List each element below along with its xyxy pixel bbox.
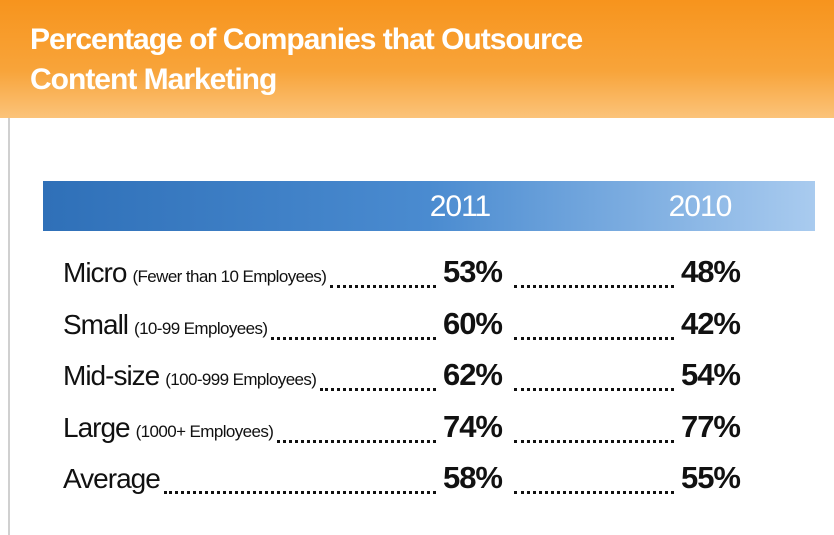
leader-dots xyxy=(271,336,436,340)
row-label: Mid-size xyxy=(63,360,160,391)
title: Percentage of Companies that Outsource C… xyxy=(30,23,583,96)
cell-value: 60% xyxy=(442,305,503,341)
row-note: (100-999 Employees) xyxy=(165,370,317,389)
cell-value: 74% xyxy=(442,408,503,444)
column-header: 2010 xyxy=(668,190,733,223)
cell-value: 58% xyxy=(442,460,503,495)
leader-dots xyxy=(330,285,436,288)
cell-value: 53% xyxy=(442,254,503,289)
row-note: (Fewer than 10 Employees) xyxy=(132,267,327,286)
cell-value: 42% xyxy=(680,305,741,341)
table-row: Micro (Fewer than 10 Employees) 53% 48% xyxy=(63,254,741,300)
row-label: Average xyxy=(63,463,161,494)
leader-dots xyxy=(514,285,674,288)
border-line xyxy=(8,118,10,535)
table-row: Small (10-99 Employees) 60% 42% xyxy=(63,305,741,352)
leader-dots xyxy=(320,388,436,391)
column-header-bar: 2011 2010 xyxy=(43,181,815,231)
table-row: Mid-size (100-999 Employees) 62% 54% xyxy=(63,357,741,403)
cell-value: 55% xyxy=(680,460,741,495)
cell-value: 48% xyxy=(680,254,741,289)
row-label: Small xyxy=(63,308,129,340)
row-label: Large xyxy=(63,411,131,443)
column-header: 2011 xyxy=(429,190,492,223)
leader-dots xyxy=(163,491,436,494)
leader-dots xyxy=(514,388,674,391)
cell-value: 54% xyxy=(680,357,741,392)
leader-dots xyxy=(514,439,674,443)
cell-value: 77% xyxy=(680,408,741,444)
leader-dots xyxy=(514,336,674,340)
row-note: (1000+ Employees) xyxy=(135,421,274,441)
table-row: Average 58% 55% xyxy=(63,460,741,506)
leader-dots xyxy=(277,439,436,443)
cell-value: 62% xyxy=(442,357,503,392)
row-note: (10-99 Employees) xyxy=(134,318,268,338)
table-row: Large (1000+ Employees) 74% 77% xyxy=(63,408,741,455)
row-label: Micro xyxy=(63,257,127,288)
leader-dots xyxy=(514,491,674,494)
header-banner: Percentage of Companies that Outsource C… xyxy=(0,0,834,118)
